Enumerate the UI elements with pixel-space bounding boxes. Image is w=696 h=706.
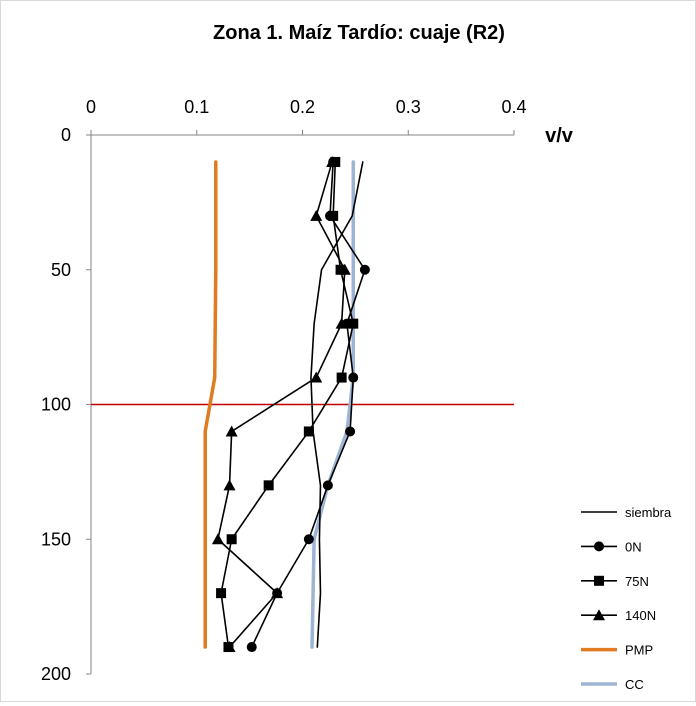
data-point-circle [594,541,604,552]
legend-label: PMP [625,643,653,658]
data-point-triangle [310,371,323,383]
chart-title: Zona 1. Maíz Tardío: cuaje (R2) [213,22,505,44]
data-point-square [216,588,227,599]
axes: 0 0.1 0.2 0.3 0.4 0 50 100 150 200 [41,97,527,684]
x-tick-label: 0.3 [396,97,421,117]
x-tick-label: 0.1 [184,97,209,117]
x-tick-label: 0.4 [501,97,526,117]
legend-item: 140N [581,608,656,623]
y-tick-label: 200 [41,664,71,684]
legend-label: CC [625,677,644,692]
series-140N [211,155,351,653]
data-point-triangle [225,425,238,437]
legend-label: 0N [625,539,642,554]
x-tick-label: 0.2 [290,97,315,117]
legend: siembra 0N 75N 140N PMP CC [581,505,672,692]
series-line [203,160,218,649]
legend-item: 0N [581,539,642,554]
y-tick-label: 100 [41,395,71,415]
series-line [217,161,346,648]
legend-item: siembra [581,505,672,520]
x-axis-label: v/v [545,125,574,147]
data-point-triangle [310,209,323,221]
series-line [250,161,366,648]
data-point-triangle [338,263,351,275]
series-layer [203,155,370,653]
series-PMP [203,160,218,649]
legend-item: CC [581,677,644,692]
series-CC [310,160,356,649]
legend-label: 75N [625,574,649,589]
data-point-triangle [326,155,339,167]
y-tick-label: 50 [51,260,71,280]
legend-label: 140N [625,608,656,623]
data-point-triangle [223,479,236,491]
data-point-square [335,264,346,275]
series-line [310,160,356,649]
data-point-circle [303,534,314,545]
series-line [220,161,355,648]
data-point-triangle [335,317,348,329]
y-tick-label: 150 [41,529,71,549]
data-point-circle [246,642,257,653]
data-point-square [303,426,314,437]
y-tick-label: 0 [61,125,71,145]
legend-item: 75N [581,574,649,589]
data-point-square [336,372,347,383]
data-point-circle [322,480,333,491]
data-point-square [594,575,604,586]
data-point-square [328,210,339,221]
data-point-triangle [593,609,605,621]
data-point-circle [345,426,356,437]
data-point-triangle [271,587,284,599]
data-point-triangle [223,641,236,653]
data-point-triangle [211,533,224,545]
legend-label: siembra [625,505,672,520]
data-point-square [226,534,237,545]
data-point-square [263,480,274,491]
data-point-circle [348,372,359,383]
data-point-circle [359,264,370,275]
data-point-square [348,318,359,329]
x-tick-label: 0 [86,97,96,117]
legend-item: PMP [581,643,653,658]
